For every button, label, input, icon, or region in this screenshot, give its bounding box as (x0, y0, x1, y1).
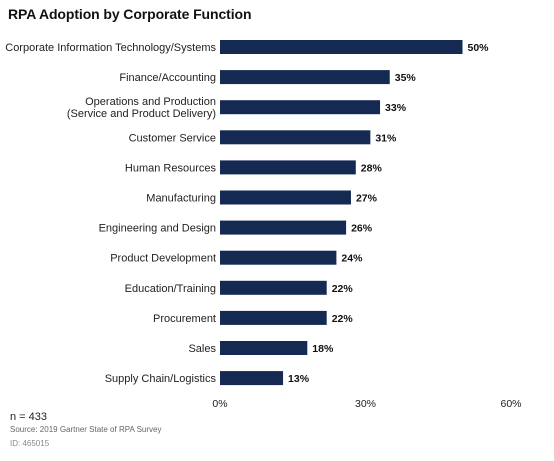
category-label: Manufacturing (146, 193, 216, 205)
value-label: 13% (288, 373, 310, 385)
value-label: 26% (351, 223, 373, 235)
bar (220, 220, 347, 235)
category-label: Operations and Production (Service and Pr… (67, 96, 216, 120)
bar (220, 40, 463, 54)
bar (220, 250, 337, 265)
category-label: Corporate Information Technology/Systems (5, 42, 216, 54)
value-label: 50% (468, 42, 490, 54)
category-label: Product Development (110, 253, 216, 265)
bar (220, 190, 351, 205)
bar (220, 100, 381, 115)
category-label: Engineering and Design (99, 223, 216, 235)
category-label: Supply Chain/Logistics (105, 373, 217, 385)
category-label: Human Resources (125, 162, 217, 174)
sample-size-label: n = 433 (10, 411, 48, 423)
value-label: 33% (385, 102, 407, 114)
bar (220, 310, 327, 325)
category-label: Customer Service (129, 132, 216, 144)
value-label: 28% (361, 162, 383, 174)
bar (220, 160, 356, 175)
bar (220, 341, 308, 355)
x-tick-label: 60% (500, 398, 521, 410)
value-label: 18% (312, 343, 334, 355)
bar (220, 130, 371, 145)
category-label: Education/Training (125, 283, 216, 295)
category-label: Finance/Accounting (119, 72, 216, 84)
x-tick-label: 0% (212, 398, 227, 410)
bar (220, 371, 284, 386)
value-label: 31% (375, 132, 397, 144)
category-label: Procurement (153, 313, 216, 325)
document-id-label: ID: 465015 (10, 439, 50, 448)
value-label: 27% (356, 193, 378, 205)
chart-title: RPA Adoption by Corporate Function (8, 6, 252, 22)
value-label: 24% (341, 253, 363, 265)
value-label: 22% (332, 313, 354, 325)
value-label: 35% (395, 72, 417, 84)
category-label: Sales (188, 343, 216, 355)
value-label: 22% (332, 283, 354, 295)
bar (220, 70, 390, 85)
source-label: Source: 2019 Gartner State of RPA Survey (10, 425, 162, 434)
bar (220, 280, 327, 295)
x-tick-label: 30% (355, 398, 376, 410)
